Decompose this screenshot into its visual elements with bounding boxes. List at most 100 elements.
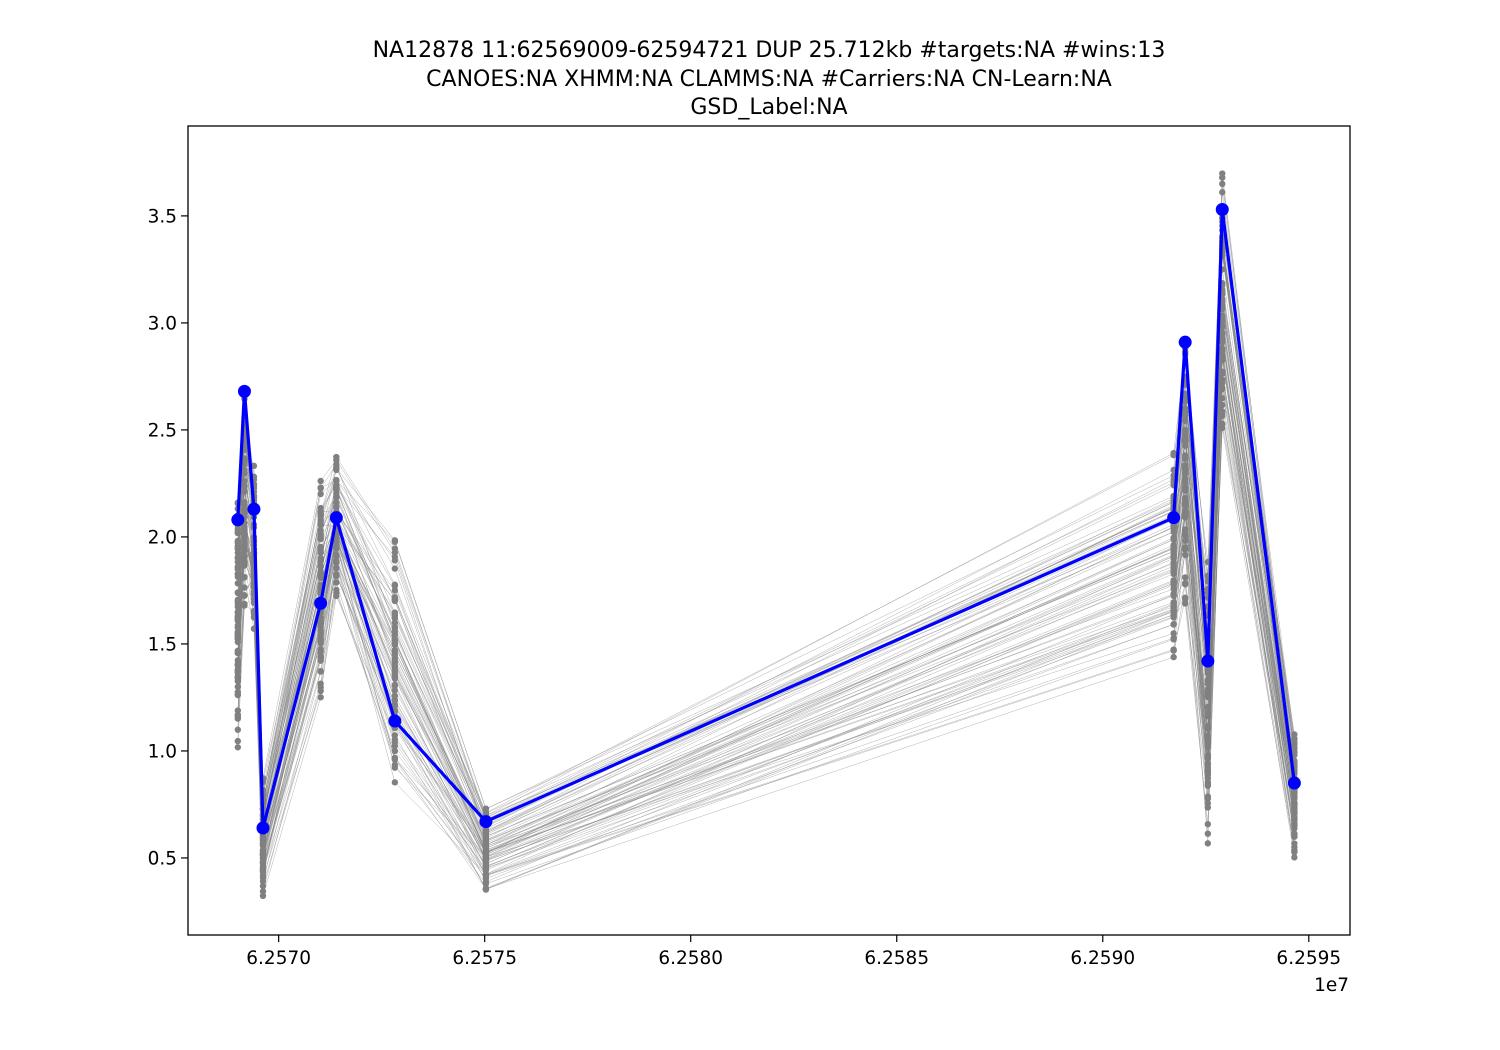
background-sample-point (1170, 634, 1177, 642)
background-sample-point (317, 511, 324, 518)
background-sample-point (1170, 451, 1177, 459)
series-highlighted (231, 202, 1301, 835)
background-sample-point (1170, 613, 1177, 620)
background-sample-point (234, 537, 242, 545)
y-tick-label: 0.5 (148, 848, 177, 869)
background-sample-point (391, 553, 399, 561)
background-sample-point (234, 571, 242, 578)
background-sample-point (333, 464, 340, 471)
background-sample-point (317, 532, 324, 539)
background-sample-point (317, 477, 324, 485)
background-sample-point (1181, 595, 1189, 603)
background-sample-point (1181, 396, 1189, 403)
background-sample-point (391, 687, 399, 694)
background-sample-point (1181, 455, 1189, 462)
background-sample-point (234, 744, 242, 751)
background-sample-point (391, 537, 399, 544)
background-sample-point (1181, 574, 1189, 581)
background-sample-point (234, 614, 242, 622)
background-sample-point (1204, 804, 1212, 811)
background-sample-point (241, 458, 248, 466)
background-sample-point (391, 747, 399, 755)
background-sample-point (1291, 800, 1298, 807)
background-sample-point (1170, 653, 1177, 661)
background-sample-point (317, 684, 324, 691)
series-point (1215, 202, 1229, 216)
x-tick-label: 6.2585 (864, 948, 929, 969)
background-sample-point (391, 764, 399, 771)
y-tick-label: 3.5 (148, 206, 177, 227)
background-sample-point (234, 713, 242, 720)
background-sample-point (333, 557, 340, 564)
background-sample-point (1219, 420, 1226, 427)
series-point (247, 502, 261, 516)
x-tick-label: 6.2575 (452, 948, 517, 969)
background-sample-point (234, 683, 242, 690)
background-sample-point (1219, 170, 1226, 177)
background-sample-point (333, 484, 340, 491)
y-tick-label: 2.5 (148, 420, 177, 441)
background-sample-point (333, 494, 340, 501)
background-sample-point (250, 462, 258, 470)
background-sample-point (234, 580, 242, 587)
background-sample-point (482, 851, 490, 859)
background-sample-point (1181, 476, 1189, 483)
background-sample-point (317, 639, 324, 647)
background-sample-point (391, 696, 399, 704)
background-sample-point (317, 490, 324, 498)
background-sample-point (1170, 578, 1177, 585)
background-sample-point (1181, 502, 1189, 510)
background-sample-point (391, 732, 399, 739)
background-sample-point (391, 625, 399, 632)
y-tick-label: 1.0 (148, 741, 177, 762)
background-sample-point (1291, 743, 1298, 751)
background-sample-point (259, 852, 267, 859)
background-sample-point (1170, 605, 1177, 613)
background-sample-point (391, 641, 399, 648)
background-sample-point (259, 882, 267, 890)
background-sample-point (234, 589, 242, 597)
series-point (1167, 511, 1181, 525)
background-sample-point (391, 650, 399, 658)
background-sample-point (333, 539, 340, 546)
x-tick-label: 6.2570 (246, 948, 311, 969)
background-sample-point (234, 647, 242, 654)
background-sample-point (1170, 534, 1177, 541)
title-line-1: NA12878 11:62569009-62594721 DUP 25.712k… (373, 38, 1166, 63)
background-sample-point (391, 609, 399, 617)
background-sample-point (391, 565, 399, 572)
background-sample-point (234, 669, 242, 677)
background-sample-point (482, 878, 490, 886)
series-point (314, 596, 328, 610)
title-line-2: CANOES:NA XHMM:NA CLAMMS:NA #Carriers:NA… (426, 67, 1112, 92)
x-tick-label: 6.2595 (1276, 948, 1341, 969)
background-sample-point (234, 726, 242, 733)
background-sample-point (1291, 854, 1298, 861)
background-sample-point (241, 487, 248, 495)
background-sample-point (1170, 591, 1177, 598)
background-sample-point (1291, 805, 1298, 812)
series-point (1287, 776, 1301, 790)
background-sample-point (234, 558, 242, 566)
y-tick-label: 1.5 (148, 634, 177, 655)
background-sample-point (1291, 825, 1298, 832)
background-sample-point (317, 646, 324, 653)
background-sample-point (317, 694, 324, 701)
background-sample-point (259, 846, 267, 854)
background-sample-point (234, 608, 242, 616)
background-sample-point (1291, 738, 1298, 746)
background-sample-point (1219, 395, 1226, 402)
chart-title: NA12878 11:62569009-62594721 DUP 25.712k… (373, 38, 1166, 120)
series-point (479, 815, 493, 829)
series-point (237, 384, 251, 398)
background-sample-point (317, 549, 324, 556)
series-point (1201, 654, 1215, 668)
background-sample-point (317, 554, 324, 562)
background-sample-point (1219, 369, 1226, 376)
background-sample-point (482, 841, 490, 849)
background-sample-point (241, 506, 248, 513)
background-sample-point (1291, 847, 1298, 854)
background-sample-point (1204, 693, 1212, 701)
background-sample-point (317, 484, 324, 491)
